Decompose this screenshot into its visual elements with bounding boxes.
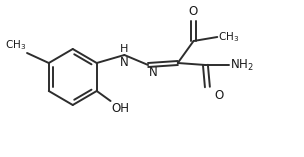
Text: CH$_3$: CH$_3$: [218, 30, 240, 44]
Text: H: H: [120, 44, 129, 54]
Text: CH$_3$: CH$_3$: [5, 38, 26, 52]
Text: NH$_2$: NH$_2$: [230, 57, 254, 73]
Text: O: O: [214, 89, 223, 102]
Text: O: O: [188, 5, 197, 18]
Text: N: N: [149, 66, 158, 79]
Text: N: N: [120, 56, 129, 68]
Text: OH: OH: [112, 102, 130, 115]
